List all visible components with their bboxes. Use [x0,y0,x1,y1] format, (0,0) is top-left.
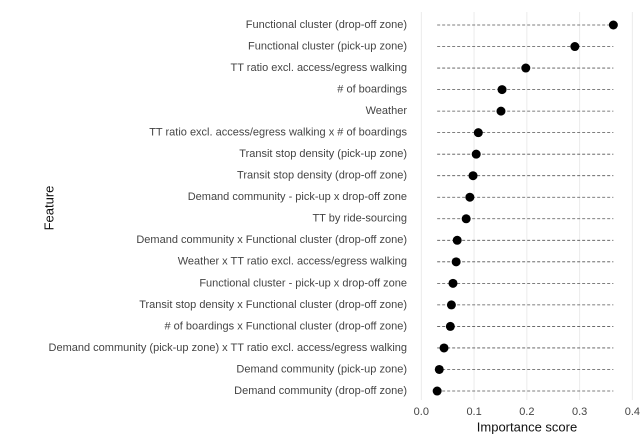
dot [439,343,449,353]
y-tick-label: Functional cluster (pick-up zone) [248,40,407,52]
x-tick-label: 0.4 [625,406,640,418]
dot [521,63,531,73]
x-tick-label: 0.3 [572,406,587,418]
dot [465,192,475,202]
y-tick-label: # of boardings [337,83,407,95]
dot [446,300,456,310]
dot [461,214,471,224]
dot [434,364,444,374]
x-tick-label: 0.0 [414,406,429,418]
y-tick-label: Functional cluster (drop-off zone) [246,19,407,31]
x-axis-title: Importance score [477,419,577,434]
y-tick-label: TT by ride-sourcing [312,213,407,225]
dot [452,235,462,245]
y-tick-label: TT ratio excl. access/egress walking [231,62,407,74]
x-tick-label: 0.1 [466,406,481,418]
x-tick-label: 0.2 [519,406,534,418]
dot [473,128,483,138]
dot [448,278,458,288]
y-tick-label: Functional cluster - pick-up x drop-off … [199,277,407,289]
y-tick-label: Demand community (pick-up zone) [236,363,407,375]
y-axis-title: Feature [41,186,56,231]
dot [608,20,618,30]
y-tick-label: TT ratio excl. access/egress walking x #… [149,127,407,139]
y-tick-label: Demand community x Functional cluster (d… [136,234,407,246]
y-tick-label: Demand community (drop-off zone) [234,385,407,397]
y-tick-label: # of boardings x Functional cluster (dro… [164,320,407,332]
y-tick-label: Transit stop density (pick-up zone) [239,148,407,160]
dot [496,106,506,116]
dot [471,149,481,159]
dot [468,171,478,181]
y-tick-label: Transit stop density x Functional cluste… [139,299,407,311]
y-tick-label: Demand community - pick-up x drop-off zo… [188,191,407,203]
dot [570,42,580,52]
dot [445,321,455,331]
y-tick-label: Weather x TT ratio excl. access/egress w… [178,256,407,268]
y-tick-label: Weather [366,105,408,117]
dot [497,85,507,95]
dot [451,257,461,267]
dot [432,386,442,396]
y-tick-label: Transit stop density (drop-off zone) [237,170,407,182]
y-tick-label: Demand community (pick-up zone) x TT rat… [49,342,407,354]
